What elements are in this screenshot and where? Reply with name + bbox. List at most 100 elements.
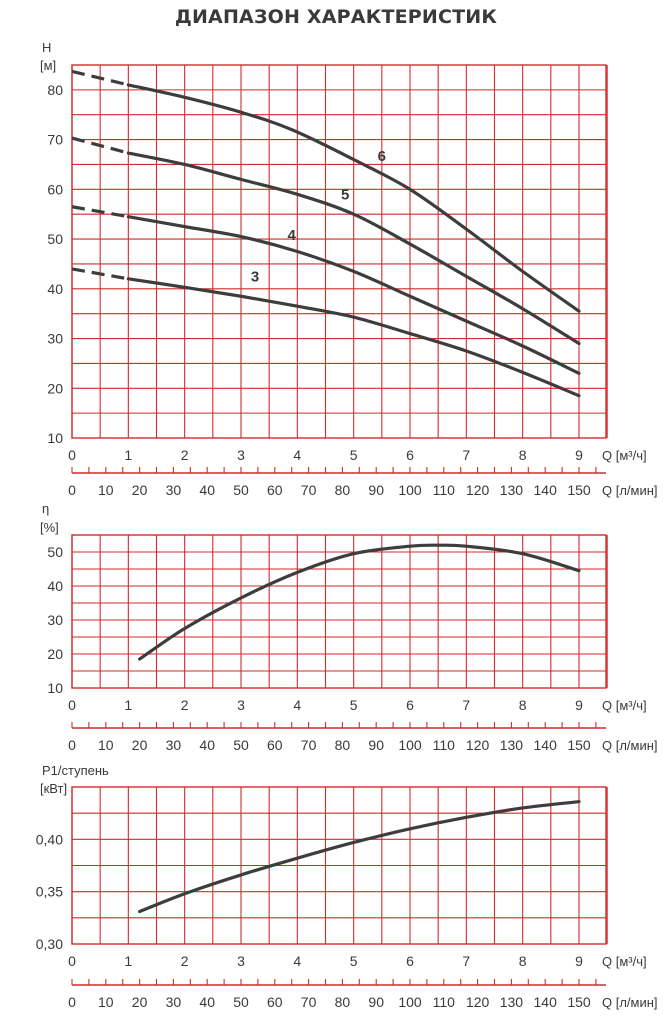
y-tick-label: 20	[47, 646, 63, 662]
curve-dashed-4	[71, 205, 129, 219]
x2-tick-label: 130	[500, 482, 524, 498]
curve-dashed-3	[71, 267, 129, 281]
x2-tick-label: 30	[166, 482, 182, 498]
x-tick-label: 6	[406, 447, 414, 463]
y-tick-label: 50	[47, 231, 63, 247]
y-tick-label: 0,40	[36, 831, 63, 847]
x2-tick-label: 0	[68, 737, 76, 753]
x2-tick-label: 60	[267, 994, 283, 1010]
x-tick-label: 4	[293, 953, 301, 969]
y-axis-label: H	[42, 40, 51, 55]
x2-tick-label: 50	[233, 482, 249, 498]
x2-tick-label: 100	[398, 994, 422, 1010]
curve-6	[126, 83, 581, 313]
x-tick-label: 4	[293, 447, 301, 463]
x2-tick-label: 40	[199, 737, 215, 753]
x2-tick-label: 0	[68, 994, 76, 1010]
x-tick-label: 0	[68, 953, 76, 969]
x2-tick-label: 100	[398, 482, 422, 498]
y-tick-label: 0,35	[36, 884, 63, 900]
curve-label-3: 3	[251, 268, 259, 285]
x-tick-label: 9	[575, 953, 583, 969]
x2-tick-label: 110	[433, 737, 456, 753]
curve-dashed-5	[71, 136, 129, 155]
x2-tick-label: 40	[199, 482, 215, 498]
y-tick-label: 10	[47, 680, 63, 696]
x-tick-label: 5	[350, 697, 358, 713]
x2-tick-label: 10	[98, 994, 114, 1010]
x2-axis-label: Q [л/мин]	[602, 738, 658, 753]
x2-tick-label: 60	[267, 482, 283, 498]
x2-axis-label: Q [л/мин]	[602, 483, 658, 498]
plot-frame	[71, 534, 607, 689]
x-axis-label: Q [м³/ч]	[602, 698, 647, 713]
y-axis-label: η	[42, 501, 49, 516]
y-tick-label: 40	[47, 578, 63, 594]
y-tick-label: 30	[47, 331, 63, 347]
x2-tick-label: 130	[500, 737, 524, 753]
x2-tick-label: 110	[433, 994, 456, 1010]
curve-5	[126, 151, 581, 346]
curve-series-0	[138, 800, 581, 914]
x-tick-label: 8	[519, 447, 527, 463]
x2-tick-label: 140	[534, 482, 558, 498]
x2-tick-label: 10	[98, 482, 114, 498]
x2-tick-label: 110	[433, 482, 456, 498]
x-tick-label: 3	[237, 697, 245, 713]
y-tick-label: 50	[47, 544, 63, 560]
x2-tick-label: 90	[368, 994, 384, 1010]
x-tick-label: 2	[181, 697, 189, 713]
y-axis-unit: [%]	[40, 520, 59, 535]
x2-tick-label: 0	[68, 482, 76, 498]
curve-dashed-6	[71, 69, 129, 87]
x2-tick-label: 90	[368, 737, 384, 753]
y-axis-unit: [м]	[40, 58, 56, 73]
curve-4	[126, 215, 581, 375]
x2-tick-label: 140	[534, 737, 558, 753]
x2-axis-label: Q [л/мин]	[602, 995, 658, 1010]
plot-frame	[71, 64, 607, 439]
x2-tick-label: 120	[466, 737, 490, 753]
x-tick-label: 5	[350, 953, 358, 969]
x2-tick-label: 80	[335, 482, 351, 498]
x2-tick-label: 70	[301, 737, 317, 753]
x-tick-label: 3	[237, 953, 245, 969]
curve-label-4: 4	[288, 227, 297, 244]
x2-tick-label: 30	[166, 994, 182, 1010]
x-tick-label: 8	[519, 953, 527, 969]
y-tick-label: 20	[47, 380, 63, 396]
x2-tick-label: 120	[466, 994, 490, 1010]
x2-tick-label: 120	[466, 482, 490, 498]
x2-tick-label: 50	[233, 994, 249, 1010]
y-tick-label: 0,30	[36, 936, 63, 952]
y-tick-label: 40	[47, 281, 63, 297]
x-tick-label: 1	[124, 697, 132, 713]
page-title: ДИАПАЗОН ХАРАКТЕРИСТИК	[174, 6, 498, 28]
x-tick-label: 6	[406, 697, 414, 713]
x-tick-label: 0	[68, 697, 76, 713]
x-tick-label: 7	[462, 447, 470, 463]
x-tick-label: 7	[462, 697, 470, 713]
x2-tick-label: 100	[398, 737, 422, 753]
x-tick-label: 0	[68, 447, 76, 463]
chart-panel-2: η [%] 10 20 30 40 50 0 1 2 3 4 5 6 7 8 9 Q [м³/ч] 0 10 20 30 4…	[40, 501, 658, 753]
x2-tick-label: 30	[166, 737, 182, 753]
y-axis-label: P1/ступень	[42, 763, 109, 778]
x-axis-label: Q [м³/ч]	[602, 954, 647, 969]
x2-tick-label: 70	[301, 994, 317, 1010]
x-tick-label: 6	[406, 953, 414, 969]
curve-label-6: 6	[378, 148, 386, 165]
y-tick-label: 70	[47, 132, 63, 148]
x-tick-label: 1	[124, 447, 132, 463]
x2-tick-label: 150	[567, 737, 591, 753]
curve-3	[126, 277, 581, 398]
x2-tick-label: 20	[132, 737, 148, 753]
curve-series-0	[138, 543, 581, 661]
x-tick-label: 9	[575, 447, 583, 463]
x-tick-label: 5	[350, 447, 358, 463]
x2-tick-label: 60	[267, 737, 283, 753]
x-tick-label: 4	[293, 697, 301, 713]
x2-tick-label: 50	[233, 737, 249, 753]
x2-tick-label: 10	[98, 737, 114, 753]
